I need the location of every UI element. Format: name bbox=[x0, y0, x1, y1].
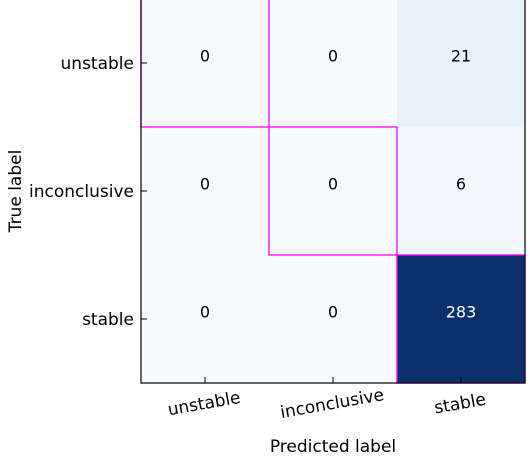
x-axis-label: Predicted label bbox=[270, 437, 396, 457]
cell-value-label: 0 bbox=[328, 303, 338, 322]
y-tick-label: inconclusive bbox=[29, 182, 134, 202]
x-tick-label: unstable bbox=[166, 388, 242, 420]
x-axis-ticks: unstable inconclusive stable bbox=[166, 377, 487, 423]
cell-value-label: 0 bbox=[200, 175, 210, 194]
y-tick-label: stable bbox=[82, 310, 134, 330]
cell-value-label: 0 bbox=[200, 303, 210, 322]
x-tick-label: stable bbox=[433, 390, 488, 419]
y-axis-label: True label bbox=[6, 150, 26, 234]
x-tick-label: inconclusive bbox=[279, 385, 386, 423]
cell-value-label: 6 bbox=[456, 175, 466, 194]
cell-value-label: 0 bbox=[328, 175, 338, 194]
cell-value-label: 0 bbox=[200, 47, 210, 66]
y-axis-ticks: unstable inconclusive stable bbox=[29, 54, 147, 330]
cell-value-label: 283 bbox=[446, 303, 477, 322]
y-tick-label: unstable bbox=[61, 54, 134, 74]
cell-value-label: 0 bbox=[328, 47, 338, 66]
cell-value-label: 21 bbox=[451, 47, 471, 66]
